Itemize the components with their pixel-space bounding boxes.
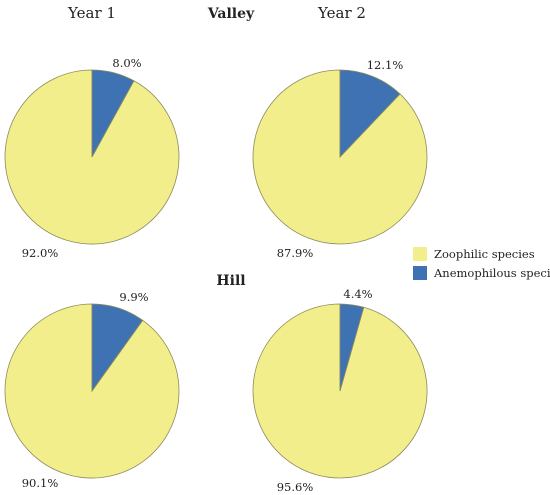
legend-swatch-anemophilous — [413, 266, 427, 280]
pie-valley-year-1: 8.0% 92.0% — [4, 56, 180, 260]
label-anemophilous: 12.1% — [367, 58, 404, 72]
group-title-valley: Valley — [207, 6, 255, 22]
legend: Zoophilic species Anemophilous species — [413, 247, 550, 280]
pie-valley-year-2: 12.1% 87.9% — [252, 58, 428, 260]
label-zoophilic: 90.1% — [22, 476, 59, 490]
label-zoophilic: 95.6% — [277, 480, 314, 494]
group-title-hill: Hill — [216, 273, 245, 289]
label-anemophilous: 4.4% — [343, 287, 372, 301]
label-zoophilic: 87.9% — [277, 246, 314, 260]
slice-anemophilous — [91, 303, 144, 393]
pie-hill-year-2: 4.4% 95.6% — [252, 287, 428, 494]
legend-label-anemophilous: Anemophilous species — [433, 266, 550, 280]
label-anemophilous: 9.9% — [119, 290, 148, 304]
slice-anemophilous — [91, 69, 135, 158]
column-header-year-1: Year 1 — [67, 4, 116, 22]
slice-anemophilous — [339, 303, 365, 392]
column-header-year-2: Year 2 — [317, 4, 366, 22]
pie-hill-year-1: 9.9% 90.1% — [4, 290, 180, 490]
slice-anemophilous — [339, 69, 401, 159]
legend-label-zoophilic: Zoophilic species — [434, 247, 535, 261]
label-anemophilous: 8.0% — [112, 56, 141, 70]
label-zoophilic: 92.0% — [22, 246, 59, 260]
legend-swatch-zoophilic — [413, 247, 427, 261]
slice-zoophilic — [252, 303, 428, 479]
